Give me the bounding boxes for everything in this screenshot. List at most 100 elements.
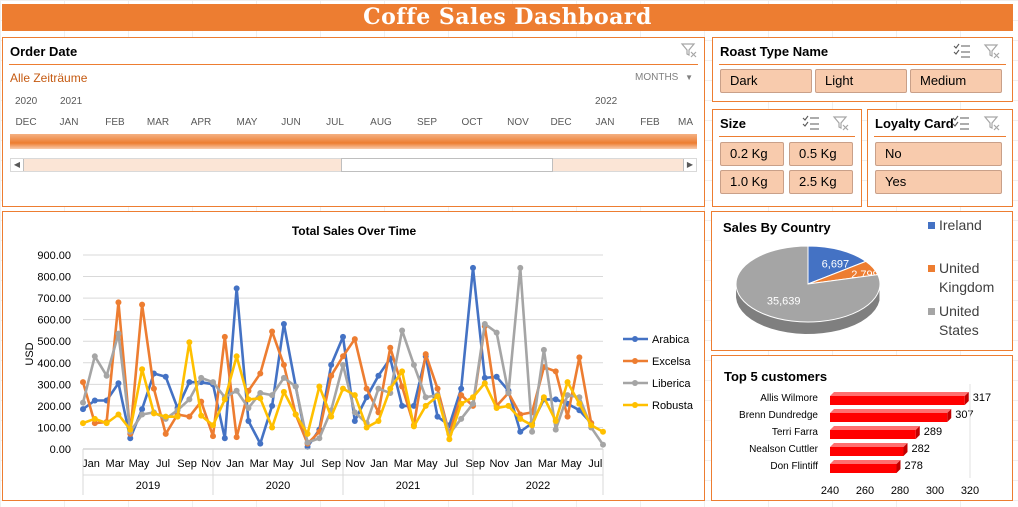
data-point [410, 423, 417, 430]
roast-item-medium[interactable]: Medium [910, 69, 1002, 93]
data-point [410, 402, 417, 409]
scroll-thumb[interactable] [341, 158, 553, 172]
y-tick-label: 700.00 [37, 293, 71, 305]
timeline-month[interactable]: APR [190, 117, 212, 128]
data-point [422, 351, 429, 358]
y-tick-label: 500.00 [37, 336, 71, 348]
data-point [517, 264, 524, 271]
bar-x-tick-label: 300 [926, 485, 944, 497]
data-point [162, 413, 169, 420]
timeline-month[interactable]: DEC [550, 117, 572, 128]
bar [830, 396, 965, 405]
pie-slice-ireland [807, 245, 867, 285]
timeline-month[interactable]: NOV [507, 117, 529, 128]
roast-type-slicer[interactable]: Roast Type Name Dark Light Medium [712, 37, 1013, 102]
multi-select-icon[interactable] [953, 43, 971, 59]
legend-marker [632, 358, 638, 364]
data-point [316, 383, 323, 390]
x-tick-label: May [561, 458, 582, 470]
size-item[interactable]: 2.5 Kg [789, 170, 853, 194]
data-point [340, 353, 346, 360]
data-point [351, 409, 358, 416]
bar-top-face [830, 426, 920, 430]
timeline-month[interactable]: JAN [59, 117, 79, 128]
data-point [375, 417, 382, 424]
data-point [481, 380, 488, 387]
timeline-month[interactable]: AUG [370, 117, 392, 128]
timeline-month[interactable]: MAY [236, 117, 258, 128]
timeline-month[interactable]: OCT [461, 117, 483, 128]
loyalty-card-slicer[interactable]: Loyalty Card No Yes [867, 109, 1013, 207]
timeline-month[interactable]: SEP [416, 117, 437, 128]
data-point [304, 439, 311, 446]
timeline-month[interactable]: DEC [15, 117, 37, 128]
data-point [127, 426, 134, 433]
data-point [210, 379, 216, 386]
roast-item-dark[interactable]: Dark [720, 69, 812, 93]
sales-by-country-chart[interactable]: Sales By Country 6,697 2,799 35,639 Irelan… [711, 211, 1013, 351]
data-point [387, 385, 394, 392]
roast-item-light[interactable]: Light [815, 69, 907, 93]
data-point [186, 339, 193, 346]
total-sales-chart[interactable]: Total Sales Over Time USD 0.00 100.00 200.… [2, 211, 705, 501]
data-point [245, 417, 252, 424]
bar-top-face [830, 392, 969, 396]
data-point [280, 374, 287, 381]
clear-filter-icon[interactable] [832, 115, 850, 131]
timeline-selection-bar[interactable] [10, 134, 697, 149]
multi-select-icon[interactable] [802, 115, 820, 131]
data-point [150, 385, 157, 392]
bar-x-tick-label: 320 [961, 485, 979, 497]
size-item[interactable]: 1.0 Kg [720, 170, 784, 194]
timeline-month[interactable]: MAR [146, 117, 170, 128]
bar-category-label: Brenn Dundredge [739, 410, 818, 421]
y-tick-label: 0.00 [50, 444, 71, 456]
bar-side-face [964, 392, 969, 405]
order-date-timeline[interactable]: Order Date Alle Zeiträume MONTHS ▼ 2020 … [2, 37, 705, 207]
loyalty-item-yes[interactable]: Yes [875, 170, 1002, 194]
data-point [505, 389, 512, 396]
data-point [91, 353, 98, 360]
y-tick-label: 400.00 [37, 358, 71, 370]
y-tick-label: 200.00 [37, 401, 71, 413]
data-point [434, 413, 441, 420]
timeline-scrollbar[interactable]: ◀ ▶ [10, 158, 697, 172]
data-point [458, 385, 465, 392]
data-point [410, 361, 417, 368]
bar-top-face [830, 460, 901, 464]
timeline-month[interactable]: JUL [326, 117, 344, 128]
scroll-right-icon[interactable]: ▶ [683, 159, 696, 171]
data-point [493, 405, 500, 412]
data-point [470, 400, 476, 407]
size-slicer[interactable]: Size 0.2 Kg 0.5 Kg 1.0 Kg 2.5 Kg [712, 109, 862, 207]
timeline-unit-select[interactable]: MONTHS ▼ [635, 72, 693, 83]
timeline-unit-label: MONTHS [635, 72, 679, 83]
data-point [576, 400, 583, 407]
dashboard-title: Coffe Sales Dashboard [2, 4, 1013, 31]
line-chart-svg: Total Sales Over Time USD 0.00 100.00 200.… [24, 224, 694, 495]
bar-side-face [915, 426, 920, 439]
timeline-month[interactable]: FEB [640, 117, 660, 128]
multi-select-icon[interactable] [952, 115, 970, 131]
pie-slice-side [736, 285, 880, 334]
bar-data-label: 289 [924, 426, 942, 438]
size-item[interactable]: 0.2 Kg [720, 142, 784, 166]
data-point [399, 368, 406, 375]
loyalty-item-no[interactable]: No [875, 142, 1002, 166]
timeline-month[interactable]: JAN [595, 117, 615, 128]
top-customers-chart[interactable]: Top 5 customers Allis Wilmore 317 Brenn Du… [711, 355, 1013, 501]
data-point [363, 385, 370, 392]
bar-data-label: 282 [912, 443, 930, 455]
timeline-month[interactable]: JUN [281, 117, 301, 128]
timeline-header: Order Date [10, 44, 78, 59]
size-item[interactable]: 0.5 Kg [789, 142, 853, 166]
y-tick-label: 800.00 [37, 272, 71, 284]
year-label: 2021 [396, 480, 420, 492]
clear-filter-icon[interactable] [680, 42, 698, 58]
bar-category-label: Don Flintiff [770, 461, 818, 472]
clear-filter-icon[interactable] [983, 115, 1001, 131]
timeline-month[interactable]: FEB [105, 117, 125, 128]
clear-filter-icon[interactable] [983, 43, 1001, 59]
scroll-left-icon[interactable]: ◀ [11, 159, 24, 171]
timeline-month[interactable]: MA [678, 117, 693, 128]
